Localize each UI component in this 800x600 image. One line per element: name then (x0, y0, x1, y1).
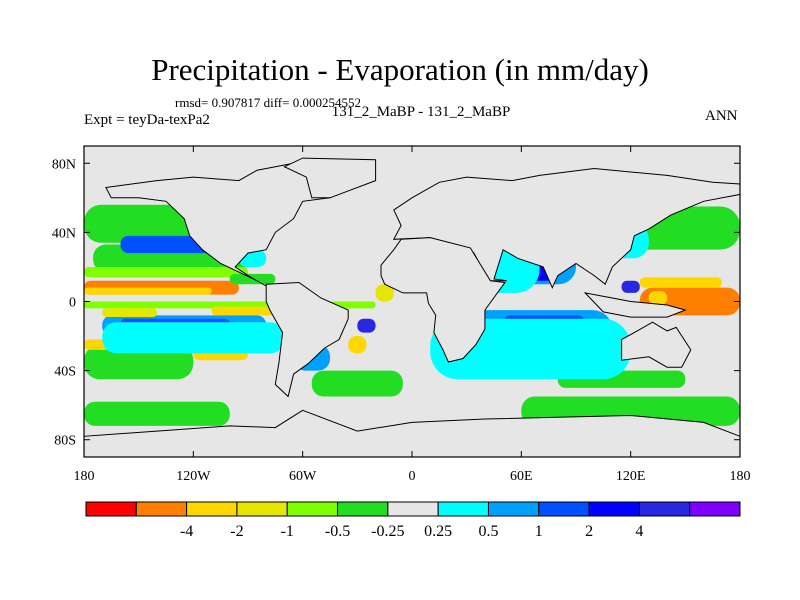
field-region (84, 266, 248, 278)
colorbar-swatch (186, 501, 238, 517)
field-region (639, 277, 722, 288)
colorbar-swatch (487, 501, 540, 517)
colorbar-label: 0.5 (478, 523, 498, 540)
field-region (84, 287, 212, 295)
field-region (648, 291, 668, 305)
colorbar-swatch (538, 501, 590, 517)
field-region (375, 284, 394, 302)
colorbar-swatch (689, 501, 741, 517)
y-axis: 80N 40N 0 40S 80S (52, 157, 740, 449)
continent-outline (105, 159, 377, 287)
field-region (348, 336, 367, 354)
continent-outline (265, 281, 349, 398)
x-tick-label: 0 (409, 469, 416, 484)
field-region (621, 280, 640, 293)
season-label: ANN (705, 108, 738, 124)
colorbar-swatch (588, 501, 640, 517)
y-tick-label: 40S (54, 365, 76, 380)
x-tick-label: 180 (730, 469, 751, 484)
x-tick-label: 180 (74, 469, 95, 484)
colorbar-label: 1 (535, 523, 543, 540)
colorbar-label: -2 (230, 523, 243, 540)
colorbar-swatch (85, 501, 137, 517)
colorbar-swatch (437, 501, 489, 517)
colorbar-label: -0.25 (371, 523, 404, 540)
field-region (102, 322, 285, 354)
colorbar-swatch (387, 501, 439, 517)
x-tick-label: 120E (616, 469, 646, 484)
continent-outline (621, 321, 692, 368)
x-tick-label: 120W (176, 469, 211, 484)
colorbar-label: 2 (585, 523, 593, 540)
y-tick-label: 0 (69, 296, 76, 311)
x-tick-label: 60E (510, 469, 533, 484)
field-region (102, 308, 157, 318)
colorbar-swatch (337, 501, 389, 517)
continent-outline (380, 237, 506, 363)
chart-title: Precipitation - Evaporation (in mm/day) (151, 52, 649, 87)
field-region (311, 370, 403, 397)
y-tick-label: 80N (52, 157, 76, 172)
field-region (84, 401, 230, 426)
colorbar-label: -1 (281, 523, 294, 540)
continent-outline (392, 167, 741, 289)
x-axis: 180 120W 60W 0 60E 120E 180 (74, 146, 751, 484)
experiment-label: Expt = teyDa-texPa2 (84, 112, 210, 128)
colorbar-swatch (286, 501, 339, 517)
coastline-layer (83, 157, 741, 458)
colorbar-swatch (135, 501, 188, 517)
continent-outline (583, 292, 687, 318)
stats-line: rmsd= 0.907817 diff= 0.000254552 (175, 95, 361, 110)
colorbar-label: -0.5 (325, 523, 350, 540)
continent-outline (283, 157, 377, 199)
colorbar-swatch (236, 501, 288, 517)
y-tick-label: 40N (52, 226, 76, 241)
colorbar-label: -4 (180, 523, 193, 540)
colorbar-label: 0.25 (424, 523, 452, 540)
y-tick-label: 80S (54, 434, 76, 449)
colorbar-swatch (638, 501, 691, 517)
x-tick-label: 60W (289, 469, 317, 484)
case-label: 131_2_MaBP - 131_2_MaBP (331, 104, 511, 120)
field-region (357, 318, 376, 333)
colorbar: -4 -2 -1 -0.5 -0.25 0.25 0.5 1 2 4 (85, 501, 741, 540)
colorbar-label: 4 (635, 523, 643, 540)
